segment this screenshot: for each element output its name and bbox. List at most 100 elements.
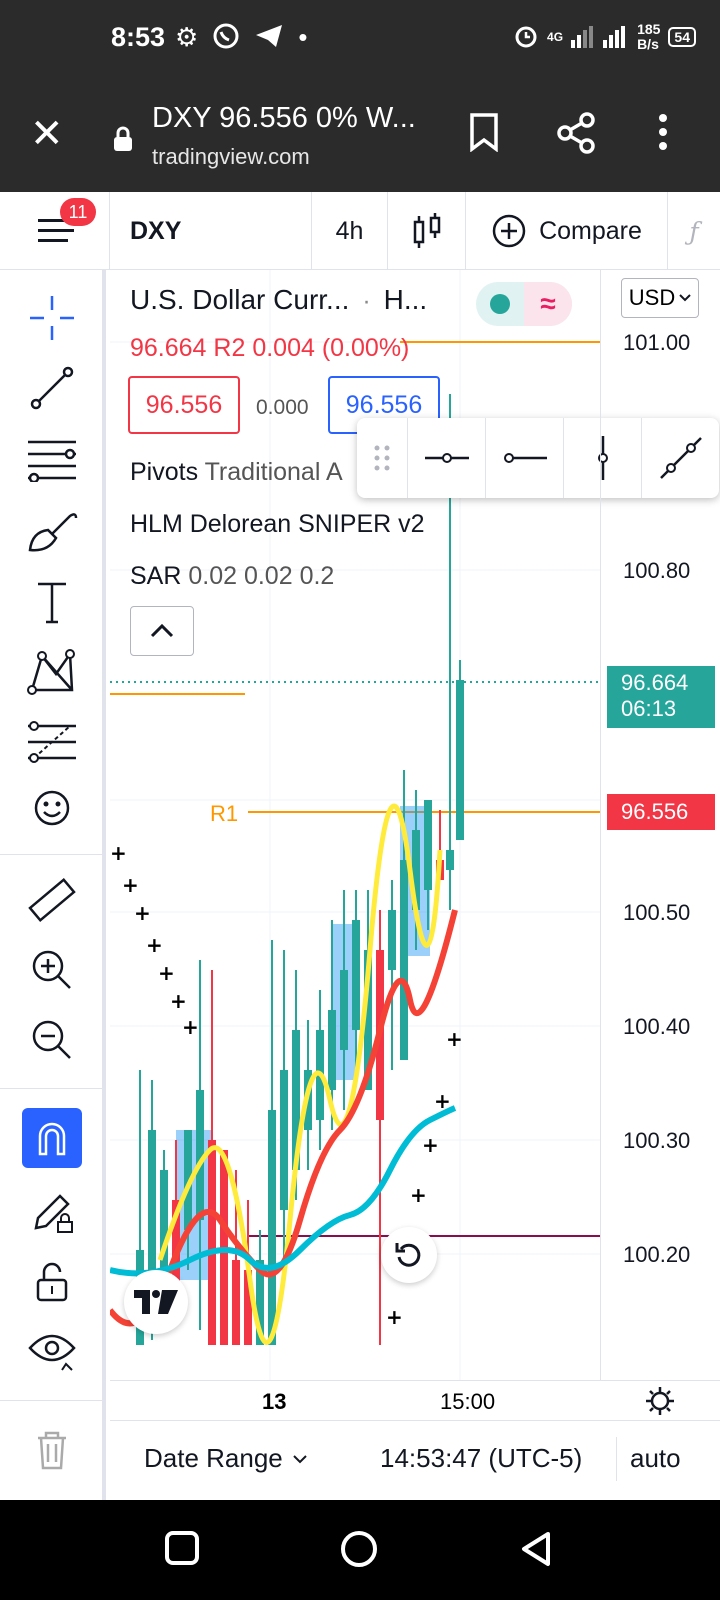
crosshair-tool[interactable] [22,288,82,348]
interval-button[interactable]: 4h [312,192,388,270]
hamburger-icon [37,219,74,242]
fib-tool[interactable] [22,430,82,490]
drag-handle[interactable] [357,418,407,498]
sar-layer: +++++++ +++++ [110,841,463,1329]
compare-button[interactable]: Compare [466,192,668,270]
candle-body [280,1070,288,1210]
price-tick: 101.00 [623,330,691,355]
close-icon[interactable]: ✕ [30,112,64,156]
bookmark-icon[interactable] [468,112,500,157]
horizontal-line-tool[interactable] [407,418,485,498]
hide-drawings-tool[interactable] [22,1322,82,1382]
trend-line-tool[interactable] [22,358,82,418]
sar-point: + [386,1305,403,1329]
pattern-tool[interactable] [22,642,82,702]
chart-settings-button[interactable] [644,1385,676,1422]
zoom-in-tool[interactable] [22,940,82,1000]
sell-price-button[interactable]: 96.556 [128,376,240,434]
indicator-name: Pivots [130,458,199,486]
instrument-name[interactable]: U.S. Dollar Curr... [130,284,350,315]
extended-line-icon [659,437,702,479]
lock-drawing-mode-tool[interactable] [22,1182,82,1242]
currency-selector[interactable]: USD [621,278,699,318]
sar-point: + [110,841,127,865]
time-axis[interactable]: 13 15:00 [110,1380,720,1420]
sar-point: + [122,873,139,897]
browser-url-bar: ✕ DXY 96.556 0% W... tradingview.com [0,80,720,192]
text-tool[interactable] [22,572,82,632]
fib-retracement-icon [28,440,76,482]
candles-icon [413,213,440,248]
horizontal-ray-tool[interactable] [485,418,563,498]
tab-title[interactable]: DXY 96.556 0% W... [152,102,416,134]
forecast-tool[interactable] [22,712,82,772]
eye-icon [28,1334,76,1371]
auto-scale-button[interactable]: auto [630,1443,681,1473]
indicators-button[interactable]: ƒ [668,192,720,270]
indicator-params: 0.02 0.02 0.2 [188,562,335,590]
current-price: 96.664 [130,334,207,362]
status-time: 8:53 [111,22,166,52]
candle-body [446,850,454,870]
interval-label: 4h [335,216,364,245]
emoji-tool[interactable] [22,778,82,838]
instrument-legend[interactable]: U.S. Dollar Curr... · H... [130,284,427,316]
date-range-button[interactable]: Date Range [144,1443,307,1474]
page-domain[interactable]: tradingview.com [152,144,310,169]
price-tick: 100.20 [623,1242,691,1267]
price-change: R2 0.004 (0.00%) [213,334,410,362]
indicator-delorean[interactable]: HLM Delorean SNIPER v2 [130,510,425,539]
tradingview-logo[interactable] [124,1270,188,1334]
unlock-icon [36,1262,68,1302]
recents-button[interactable] [164,1530,200,1571]
sidebar-divider [0,854,102,855]
network-type: 4G [547,30,564,44]
indicator-sar[interactable]: SAR 0.02 0.02 0.2 [130,562,334,591]
red-ema-line [110,909,458,1327]
home-button[interactable] [340,1530,378,1573]
back-button[interactable] [518,1530,554,1573]
market-status-pill[interactable]: ≈ [476,282,572,326]
symbol-search-button[interactable]: DXY [110,192,312,270]
chevron-up-icon [150,624,174,638]
divider [616,1437,617,1481]
function-icon: ƒ [689,216,699,246]
remove-drawings-tool[interactable] [22,1420,82,1480]
sar-point: + [446,1027,463,1051]
zoom-out-icon [32,1020,71,1059]
magnet-tool[interactable] [22,1108,82,1168]
collapse-legend-button[interactable] [130,606,194,656]
chevron-down-icon [679,294,691,302]
price-chart[interactable]: +++++++ +++++ R1 [110,270,600,1380]
chart-type-button[interactable] [388,192,466,270]
drawing-toolbar [0,270,106,1500]
square-icon [165,1531,199,1565]
price-tick: 100.40 [623,1014,691,1039]
timezone-clock[interactable]: 14:53:47 (UTC-5) [380,1443,583,1473]
status-icons-right: 4G 185 B/s 54 [513,22,696,52]
price-axis[interactable]: USD 101.00 100.80 100.50 100.40 100.30 1… [600,270,720,1380]
ruler-tool[interactable] [22,870,82,930]
sar-point: + [410,1183,427,1207]
extended-line-tool[interactable] [641,418,719,498]
plus-circle-icon [492,214,526,248]
main-menu-button[interactable]: 11 [0,192,110,270]
share-icon[interactable] [556,112,596,159]
candle-body [388,910,396,970]
more-menu-icon[interactable] [658,112,668,157]
cyan-ema-line [110,1105,457,1277]
drag-handle-icon [374,445,390,471]
reset-chart-button[interactable] [381,1227,437,1283]
net-speed-value: 185 [637,21,661,37]
lock-all-tool[interactable] [22,1252,82,1312]
indicator-pivots[interactable]: Pivots Traditional A [130,458,343,487]
buy-price-button[interactable]: 96.556 [328,376,440,434]
zoom-out-tool[interactable] [22,1010,82,1070]
reset-icon [395,1243,421,1267]
chevron-down-icon [293,1454,307,1463]
bar-countdown: 06:13 [621,696,677,721]
magnet-icon [38,1122,66,1156]
crosshair-icon [30,296,74,340]
candle-body [340,970,348,1050]
brush-tool[interactable] [22,500,82,560]
